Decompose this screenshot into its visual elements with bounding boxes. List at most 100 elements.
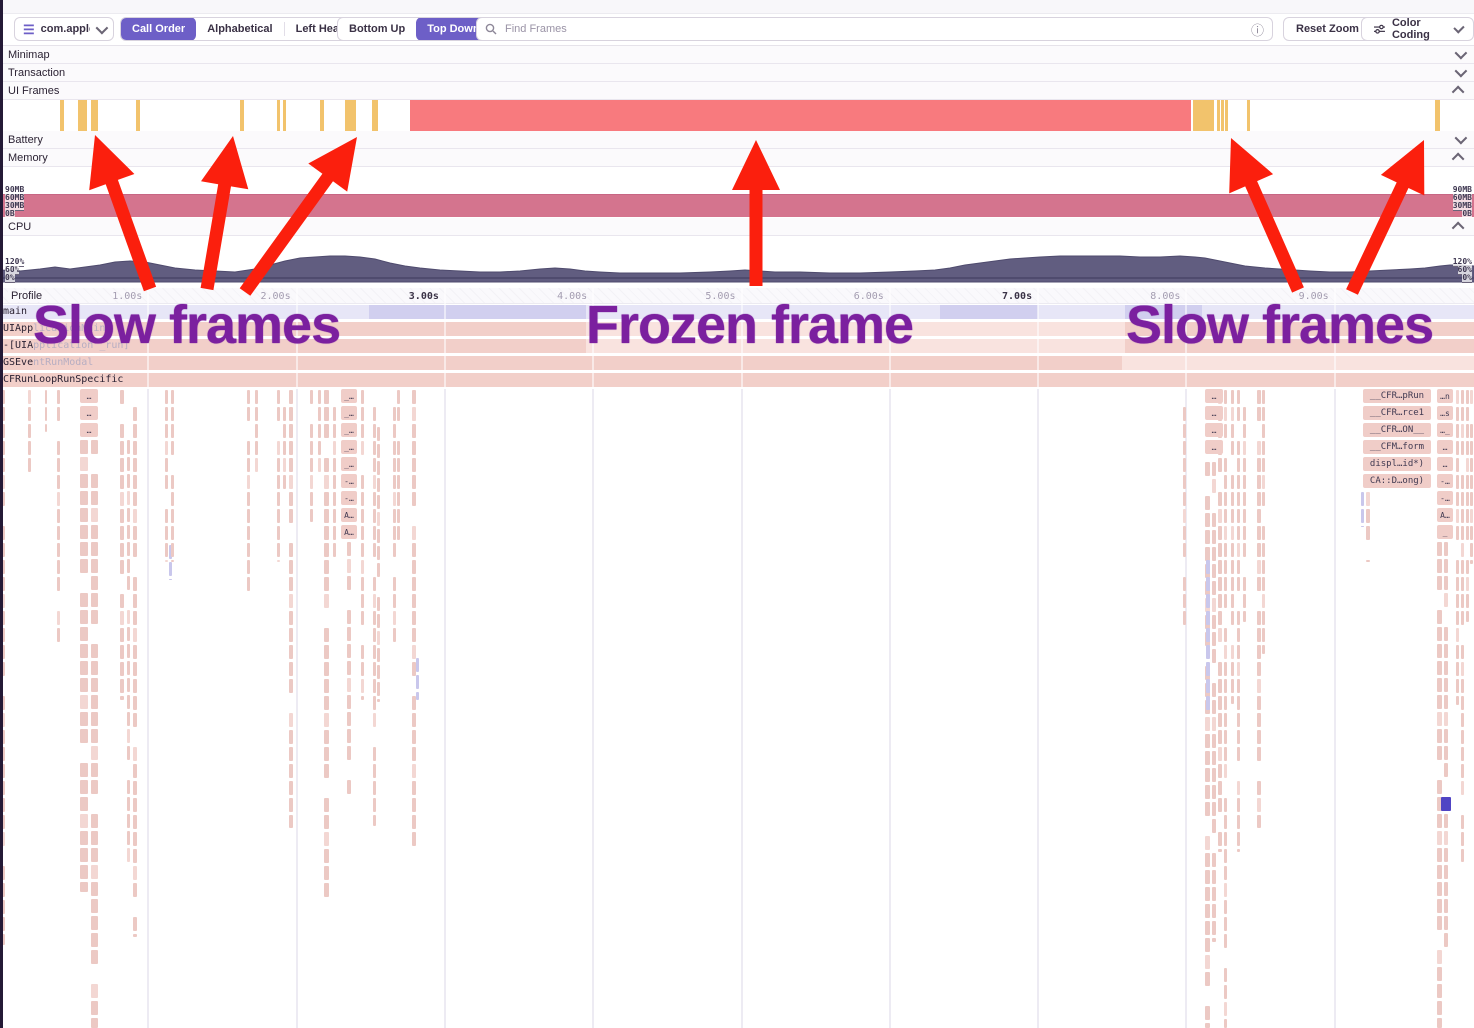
slow-frame-bar[interactable] [372,99,378,131]
flame-frame[interactable] [324,679,329,693]
flame-frame[interactable] [127,661,130,675]
flame-frame[interactable] [289,798,293,812]
flame-frame[interactable] [361,441,364,455]
flame-frame[interactable] [133,645,137,659]
flame-frame[interactable] [1461,475,1464,489]
flame-frame[interactable] [80,593,88,607]
flame-frame[interactable] [165,509,168,523]
flame-frame[interactable] [80,678,88,692]
flame-frame[interactable] [277,475,280,489]
flame-frame[interactable] [324,883,329,897]
flame-frame[interactable] [1243,526,1246,540]
chevron-up-icon[interactable] [1451,85,1465,99]
flame-frame[interactable] [373,424,376,438]
flame-frame[interactable] [1437,797,1442,811]
flame-frame[interactable] [1231,662,1234,676]
flame-frame[interactable] [1224,713,1227,727]
flame-frame[interactable] [289,628,293,642]
flame-frame[interactable] [1205,802,1210,816]
flame-frame[interactable] [333,475,336,489]
flame-frame[interactable] [2,543,5,557]
flame-frame[interactable] [1212,615,1216,629]
flame-frame[interactable] [45,407,47,421]
flame-frame[interactable] [120,611,124,625]
flame-frame[interactable] [120,679,124,693]
flame-frame[interactable] [1243,424,1246,438]
flame-frame[interactable] [2,577,5,591]
flame-frame[interactable] [91,950,98,964]
flame-frame[interactable] [347,695,351,709]
flame-frame[interactable] [1262,560,1265,574]
slow-frame-bar[interactable] [1217,99,1220,131]
flame-frame[interactable] [80,780,88,794]
flame-frame[interactable] [133,764,137,778]
flame-frame[interactable] [1183,458,1186,472]
flame-frame[interactable] [361,594,364,608]
flame-frame[interactable] [1437,916,1442,930]
flame-frame[interactable] [1212,683,1216,697]
flame-frame[interactable] [1444,865,1448,879]
frozen-frame-bar[interactable] [410,99,1191,131]
flame-frame[interactable] [1456,611,1459,625]
flame-frame[interactable] [412,713,416,727]
flame-frame[interactable] [1212,870,1216,884]
info-icon[interactable]: ⓘ [1250,22,1264,38]
flame-frame[interactable] [91,984,98,998]
flame-frame[interactable] [80,848,88,862]
flame-frame[interactable] [310,441,313,455]
flame-frame[interactable] [412,798,416,812]
flame-frame[interactable]: -… [341,491,357,505]
flame-frame[interactable] [397,526,400,540]
flame-frame[interactable] [1206,577,1210,591]
flame-frame[interactable] [333,424,336,438]
flame-frame[interactable] [1205,547,1210,561]
flame-frame[interactable] [393,441,396,455]
flame-frame[interactable] [412,645,416,659]
flame-frame[interactable]: …_ [1437,423,1453,437]
flame-frame[interactable] [1206,611,1210,625]
flame-frame[interactable] [57,492,60,506]
flame-frame[interactable] [1466,407,1469,421]
flame-frame[interactable] [1444,729,1448,743]
flame-frame[interactable] [1444,695,1448,709]
flame-frame[interactable]: _… [341,423,357,437]
flame-frame[interactable] [80,763,88,777]
flame-frame[interactable] [324,458,329,472]
flame-frame[interactable] [1461,781,1464,795]
flame-frame[interactable] [1461,730,1464,744]
flame-frame[interactable] [397,509,400,523]
flame-frame[interactable] [1437,950,1442,964]
flame-frame[interactable] [91,746,98,760]
flame-frame[interactable] [324,390,329,404]
flame-frame[interactable] [2,917,5,931]
flame-frame[interactable] [1231,424,1234,438]
section-ui-frames[interactable]: UI Frames [0,82,1474,100]
flame-row[interactable]: -[UIApplication _run] [0,339,1474,353]
flame-frame[interactable] [1466,475,1469,489]
flame-frame[interactable] [171,509,174,523]
flame-frame[interactable] [57,390,60,404]
flame-frame[interactable] [1212,734,1216,748]
flame-frame[interactable] [373,458,376,472]
flame-frame[interactable] [1461,560,1464,574]
flame-frame[interactable] [393,628,396,642]
flame-frame[interactable] [1257,543,1261,557]
flame-frame[interactable] [1218,628,1222,642]
flame-frame[interactable] [80,474,88,488]
flame-frame[interactable] [2,594,5,608]
flame-frame[interactable] [1224,543,1227,557]
flame-frame[interactable] [127,508,130,522]
flame-frame[interactable] [1224,849,1227,863]
flame-frame[interactable] [1461,662,1464,676]
flame-frame[interactable] [412,475,416,489]
flame-frame[interactable] [1444,644,1448,658]
flame-frame[interactable] [373,611,376,625]
flame-frame[interactable] [361,696,364,700]
flame-frame[interactable] [171,475,174,489]
flame-frame[interactable] [91,661,98,675]
flame-frame[interactable] [247,475,250,489]
flame-frame[interactable] [1461,441,1464,455]
flame-frame[interactable] [1183,509,1186,523]
flame-frame[interactable] [373,407,376,421]
section-memory[interactable]: Memory [0,149,1474,167]
